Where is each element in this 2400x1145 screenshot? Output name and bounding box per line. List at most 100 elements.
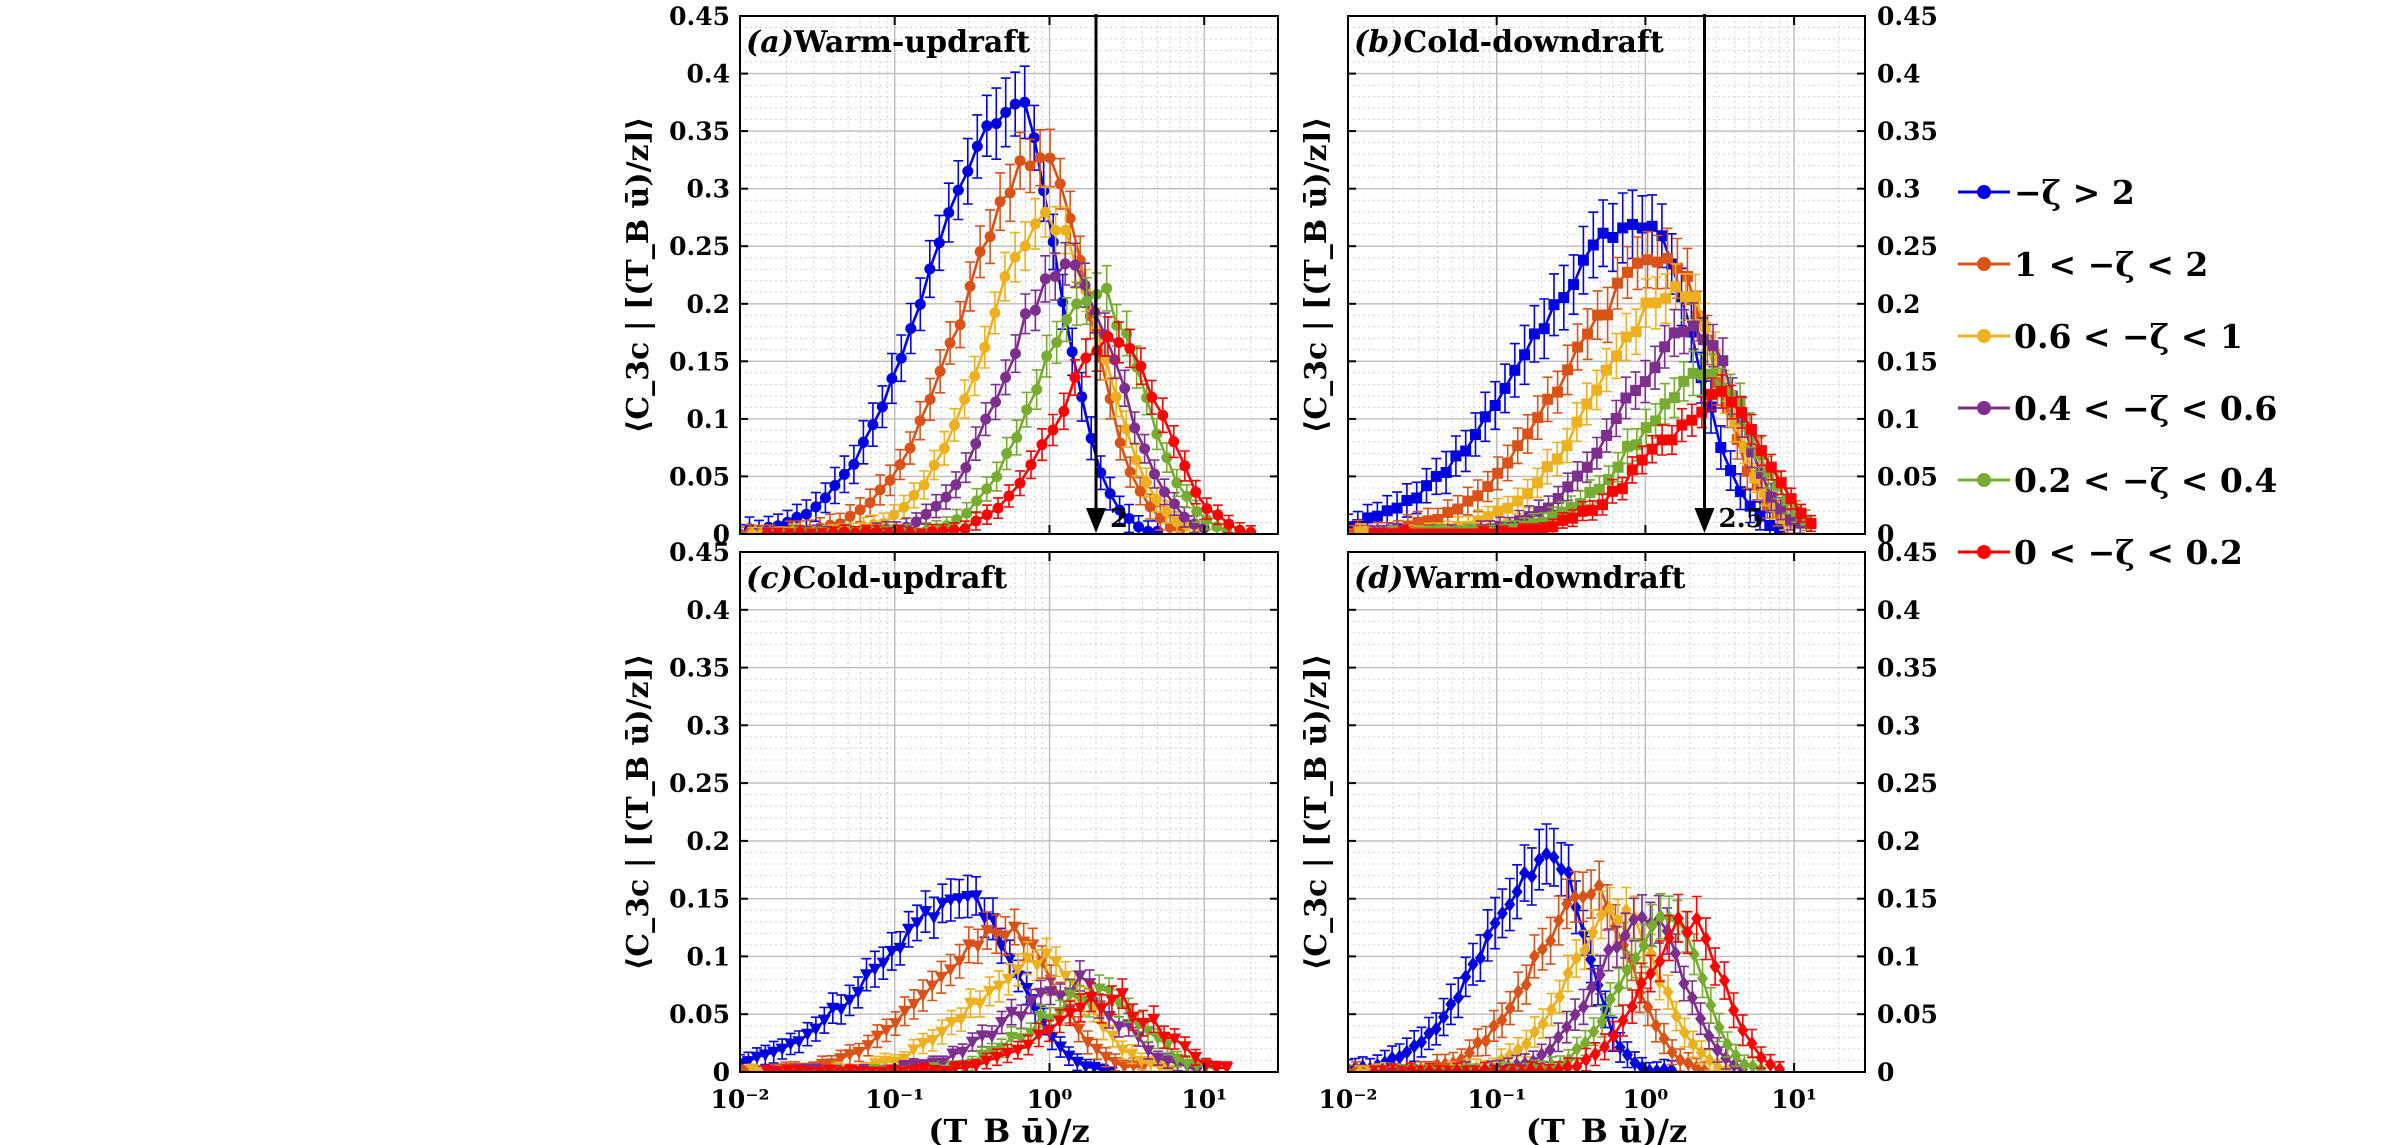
marker-d-s3-42 xyxy=(1720,1050,1732,1066)
errorbar-c-s1-0 xyxy=(740,1064,745,1072)
marker-d-s3-39 xyxy=(1695,1011,1707,1027)
marker-c-s0-23 xyxy=(927,912,941,925)
marker-a-s1-22 xyxy=(954,319,966,331)
marker-c-s1-44 xyxy=(1136,1062,1150,1072)
marker-b-s1-31 xyxy=(1652,256,1663,268)
annotation-arrow-a: 2 xyxy=(1086,14,1128,534)
marker-a-s0-29 xyxy=(1009,98,1021,110)
panel-name-b: Cold-downdraft xyxy=(1403,25,1663,60)
marker-a-s5-41 xyxy=(1212,509,1224,521)
marker-a-s1-19 xyxy=(924,393,936,405)
y-axis-label-b: ⟨C_3c | [(T_B ū)/z]⟩ xyxy=(1299,117,1334,434)
marker-c-s0-3 xyxy=(758,1049,772,1062)
marker-c-s5-20 xyxy=(969,1060,983,1072)
marker-a-s5-24 xyxy=(1025,459,1037,471)
legend: −ζ > 2 1 < −ζ < 2 0.6 < −ζ < 1 0.4 < −ζ < 0… xyxy=(1958,173,2277,572)
marker-a-s5-28 xyxy=(1069,372,1081,383)
marker-b-s5-14 xyxy=(1507,528,1519,534)
marker-b-s4-28 xyxy=(1650,415,1662,427)
marker-b-s1-34 xyxy=(1681,270,1693,282)
marker-c-s5-3 xyxy=(792,1065,806,1072)
marker-b-s0-10 xyxy=(1440,467,1452,478)
marker-a-s4-37 xyxy=(1151,428,1163,440)
marker-b-s2-21 xyxy=(1561,440,1573,452)
ytick-label-b-4: 0.2 xyxy=(1877,290,1921,319)
ytick-label-a-3: 0.15 xyxy=(669,347,730,376)
marker-d-s5-16 xyxy=(1516,1064,1528,1072)
marker-b-s2-27 xyxy=(1620,331,1632,343)
legend-label-1: 1 < −ζ < 2 xyxy=(2014,245,2208,284)
ytick-label-b-5: 0.25 xyxy=(1877,232,1938,261)
marker-c-s5-17 xyxy=(938,1066,952,1072)
marker-c-s5-12 xyxy=(886,1064,900,1072)
marker-c-s2-18 xyxy=(916,1038,930,1051)
marker-a-s4-20 xyxy=(981,483,993,495)
marker-c-s3-21 xyxy=(965,1036,979,1049)
marker-d-s5-41 xyxy=(1746,1036,1758,1051)
plot-area-b xyxy=(1348,189,1817,534)
ytick-label-b-9: 0.45 xyxy=(1877,2,1938,31)
marker-b-s3-26 xyxy=(1620,392,1632,404)
marker-c-s0-14 xyxy=(851,986,865,999)
marker-b-s2-29 xyxy=(1640,297,1652,309)
panel-letter-a: (a) xyxy=(746,25,794,60)
marker-d-s2-27 xyxy=(1579,942,1591,958)
marker-c-s5-5 xyxy=(812,1066,827,1072)
marker-d-s0-29 xyxy=(1555,861,1567,877)
marker-d-s0-22 xyxy=(1504,897,1516,912)
series-a-5 xyxy=(761,316,1257,534)
x-axis-label-c: (T_B ū)/z xyxy=(928,1112,1089,1145)
marker-c-s2-14 xyxy=(878,1055,892,1068)
marker-c-s2-27 xyxy=(1001,973,1016,986)
marker-b-s0-29 xyxy=(1627,218,1638,230)
marker-b-s3-42 xyxy=(1775,503,1787,515)
marker-c-s1-10 xyxy=(824,1058,839,1071)
marker-a-s4-24 xyxy=(1021,404,1033,416)
ytick-label-d-2: 0.1 xyxy=(1877,942,1921,971)
marker-a-s1-29 xyxy=(1024,160,1036,172)
marker-b-s4-24 xyxy=(1612,461,1624,473)
marker-b-s0-8 xyxy=(1421,480,1432,492)
marker-a-s5-1 xyxy=(772,528,784,534)
marker-c-s5-1 xyxy=(771,1066,785,1072)
marker-b-s0-25 xyxy=(1587,239,1599,251)
marker-c-s1-11 xyxy=(834,1053,848,1066)
marker-c-s3-28 xyxy=(1034,987,1048,1000)
errorbar-b-s0-0 xyxy=(1348,513,1353,534)
marker-a-s4-27 xyxy=(1051,336,1063,348)
marker-a-s2-23 xyxy=(979,341,991,353)
ytick-label-b-3: 0.15 xyxy=(1877,347,1938,376)
marker-b-s2-28 xyxy=(1630,326,1642,338)
marker-d-s4-22 xyxy=(1571,1041,1583,1057)
marker-c-s5-21 xyxy=(980,1055,994,1068)
marker-d-s4-39 xyxy=(1713,1020,1725,1035)
panel-a: 2 0 0.05 0.1 0.15 0.2 0.25 0.3 0.35 0.4 0.45 (a)War… xyxy=(621,2,1279,549)
marker-d-s5-3 xyxy=(1396,1064,1408,1072)
marker-a-s1-33 xyxy=(1064,212,1076,224)
marker-c-s1-9 xyxy=(815,1058,829,1071)
marker-b-s0-44 xyxy=(1774,523,1786,534)
marker-b-s5-28 xyxy=(1646,443,1658,455)
panel-letter-c: (c) xyxy=(746,561,793,596)
marker-b-s2-30 xyxy=(1650,297,1662,309)
legend-marker-4 xyxy=(1977,473,1991,487)
marker-a-s5-10 xyxy=(871,526,883,534)
ytick-label-c-5: 0.25 xyxy=(669,769,730,798)
marker-b-s0-21 xyxy=(1548,299,1560,311)
marker-d-s4-41 xyxy=(1730,1047,1742,1063)
marker-b-s0-35 xyxy=(1685,326,1697,338)
marker-d-s5-28 xyxy=(1626,999,1638,1014)
marker-d-s2-37 xyxy=(1662,984,1674,1000)
marker-b-s0-2 xyxy=(1362,512,1374,524)
marker-b-s0-22 xyxy=(1558,292,1570,304)
marker-b-s5-21 xyxy=(1577,505,1589,517)
panel-title-b: (b)Cold-downdraft xyxy=(1354,25,1664,60)
marker-c-s4-29 xyxy=(1063,989,1077,1002)
marker-d-s2-26 xyxy=(1570,951,1582,966)
legend-item-1: 1 < −ζ < 2 xyxy=(1958,245,2208,284)
marker-a-s5-12 xyxy=(893,526,905,534)
marker-d-s0-17 xyxy=(1467,956,1479,972)
ytick-label-b-7: 0.35 xyxy=(1877,117,1938,146)
marker-d-s3-26 xyxy=(1586,980,1598,995)
legend-label-2: 0.6 < −ζ < 1 xyxy=(2014,317,2243,356)
